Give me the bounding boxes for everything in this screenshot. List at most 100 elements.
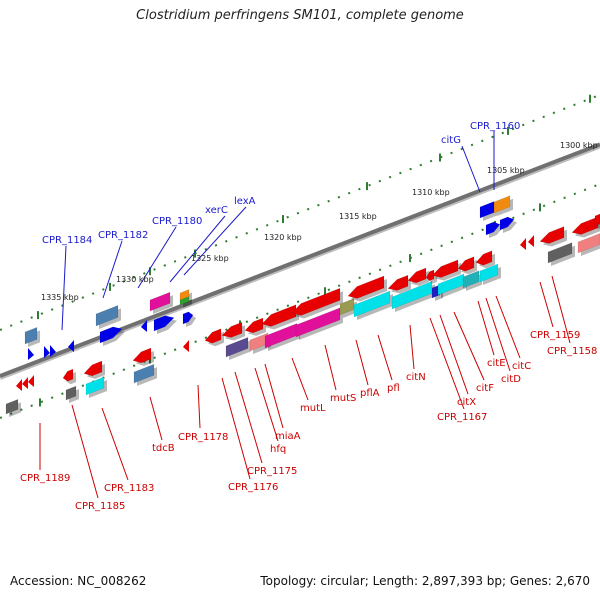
leader-reverse bbox=[355, 339, 369, 386]
scale-label: 1300 kbp bbox=[560, 141, 598, 150]
leader-reverse bbox=[101, 407, 129, 481]
reverse-label-pfl: pfl bbox=[387, 383, 400, 394]
gene-green-1 bbox=[179, 296, 190, 306]
gene-red-tri-4 bbox=[520, 238, 526, 250]
scale-labels: 1300 kbp 1305 kbp 1310 kbp 1315 kbp 1320 kbp… bbox=[41, 141, 598, 302]
gene-blue-1 bbox=[99, 326, 123, 344]
gene-red-small-1 bbox=[62, 368, 74, 382]
gene-red-tri-3 bbox=[28, 375, 34, 387]
reverse-label-miaa: miaA bbox=[275, 431, 301, 442]
gene-blue-tri-5 bbox=[141, 320, 147, 332]
gene-cpr1189 bbox=[5, 398, 19, 415]
forward-label-xerc: xerC bbox=[205, 205, 228, 216]
scale-label: 1335 kbp bbox=[41, 293, 79, 302]
gene-citf bbox=[457, 256, 475, 272]
gene-cite bbox=[462, 270, 480, 289]
reverse-label-cpr1175: CPR_1175 bbox=[247, 466, 297, 477]
gene-red-3 bbox=[387, 274, 409, 291]
gene-red-4 bbox=[407, 267, 427, 284]
leader-reverse bbox=[485, 297, 511, 372]
reverse-label-cpr1167: CPR_1167 bbox=[437, 412, 487, 423]
reverse-label-cpr1159: CPR_1159 bbox=[530, 330, 580, 341]
genome-stats-text: Topology: circular; Length: 2,897,393 bp… bbox=[260, 574, 590, 588]
leader-reverse bbox=[197, 384, 201, 429]
gene-blue-2 bbox=[153, 315, 175, 332]
leader-reverse bbox=[551, 275, 571, 344]
gene-red-2 bbox=[204, 328, 222, 344]
leader-reverse bbox=[291, 357, 309, 401]
gene-cpr1176 bbox=[221, 321, 243, 338]
gene-cpr1178 bbox=[183, 340, 189, 352]
leader-reverse bbox=[495, 295, 521, 359]
gene-cpr1158 bbox=[547, 242, 573, 264]
leader-reverse bbox=[453, 311, 485, 381]
leader-reverse bbox=[149, 396, 163, 441]
gene-blue-3 bbox=[485, 221, 501, 236]
scale-label: 1315 kbp bbox=[339, 212, 377, 221]
reverse-label-muts: mutS bbox=[330, 393, 356, 404]
map-title: Clostridium perfringens SM101, complete … bbox=[136, 8, 464, 23]
scale-label: 1330 kbp bbox=[116, 275, 154, 284]
gene-cpr1160 bbox=[493, 195, 511, 214]
reverse-label-cite: citE bbox=[487, 358, 506, 369]
leader-forward bbox=[169, 215, 226, 283]
reverse-label-citn: citN bbox=[406, 372, 426, 383]
leader-reverse bbox=[439, 314, 469, 395]
scale-label: 1310 kbp bbox=[412, 188, 450, 197]
backbone-line bbox=[0, 142, 600, 378]
leader-reverse bbox=[477, 300, 495, 356]
gene-mutl bbox=[291, 287, 341, 316]
reverse-label-cpr1158: CPR_1158 bbox=[547, 346, 597, 357]
reverse-label-cpr1178: CPR_1178 bbox=[178, 432, 228, 443]
gene-mutl-2 bbox=[295, 307, 341, 338]
gene-cpr1159 bbox=[539, 226, 565, 244]
reverse-label-pfla: pflA bbox=[360, 388, 380, 399]
reverse-label-citc: citC bbox=[512, 361, 531, 372]
leader-reverse bbox=[409, 324, 415, 370]
reverse-label-hfq: hfq bbox=[270, 444, 286, 455]
gene-cpr1182 bbox=[95, 305, 119, 327]
reverse-label-citf: citF bbox=[476, 383, 494, 394]
gene-features bbox=[5, 195, 600, 417]
gene-blue-tri-2 bbox=[44, 346, 50, 358]
gene-blue-tri-4 bbox=[68, 340, 74, 352]
leader-forward bbox=[61, 245, 67, 331]
forward-label-cpr1180: CPR_1180 bbox=[152, 216, 202, 227]
forward-label-citg: citG bbox=[441, 135, 461, 146]
leader-forward bbox=[137, 226, 177, 289]
gene-gray-1 bbox=[65, 385, 77, 401]
gene-green-1-shadow bbox=[183, 299, 192, 308]
genome-backbone bbox=[0, 142, 600, 380]
forward-label-cpr1182: CPR_1182 bbox=[98, 230, 148, 241]
gene-cpr1184 bbox=[24, 326, 38, 345]
gene-miaa bbox=[261, 304, 297, 327]
leader-reverse bbox=[324, 344, 337, 391]
forward-label-cpr1184: CPR_1184 bbox=[42, 235, 92, 246]
leader-forward bbox=[102, 240, 123, 299]
leader-reverse bbox=[539, 281, 554, 328]
reverse-label-cpr1176: CPR_1176 bbox=[228, 482, 278, 493]
gene-cpr1180 bbox=[149, 291, 171, 312]
leader-forward bbox=[461, 145, 481, 193]
gene-cpr1175 bbox=[225, 337, 249, 358]
gene-citc bbox=[479, 263, 499, 283]
scale-label: 1305 kbp bbox=[487, 166, 525, 175]
gene-red-tri-1 bbox=[16, 379, 22, 391]
gene-salmon-2 bbox=[577, 233, 600, 254]
accession-text: Accession: NC_008262 bbox=[10, 574, 147, 588]
gene-tdcb bbox=[132, 347, 152, 364]
reverse-label-mutl: mutL bbox=[300, 403, 326, 414]
scale-label: 1325 kbp bbox=[191, 254, 229, 263]
leader-forward bbox=[183, 206, 247, 276]
label-leader-lines bbox=[39, 131, 571, 499]
leader-reverse bbox=[429, 317, 465, 410]
gene-pfla bbox=[347, 275, 385, 299]
gene-pfl bbox=[353, 290, 391, 318]
gene-red-tri-2 bbox=[22, 377, 28, 389]
reverse-label-tdcb: tdcB bbox=[152, 443, 175, 454]
leader-reverse bbox=[377, 334, 393, 381]
gene-cyan-1 bbox=[85, 376, 105, 396]
leader-reverse bbox=[264, 363, 284, 429]
